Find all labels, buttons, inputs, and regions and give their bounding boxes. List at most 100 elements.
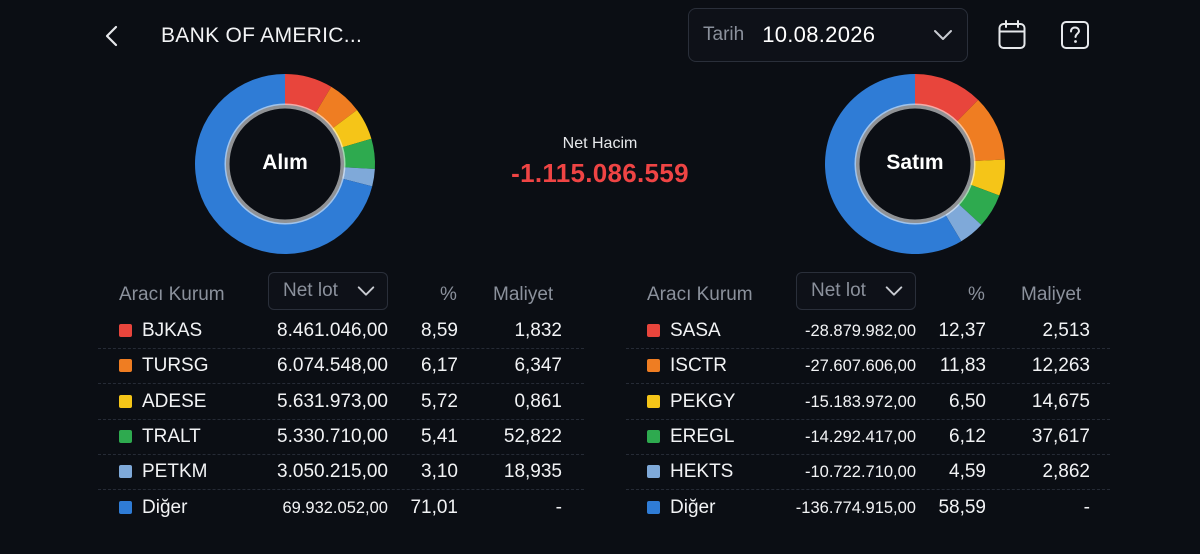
sell-cost-header: Maliyet xyxy=(1021,284,1082,305)
cost-value: 52,822 xyxy=(503,425,562,447)
broker-name: SASA xyxy=(670,320,721,341)
sell-pct-header: % xyxy=(968,284,985,305)
net-lot-value: 6.074.548,00 xyxy=(277,355,388,377)
broker-name: HEKTS xyxy=(670,461,734,483)
percent-value: 71,01 xyxy=(410,496,458,518)
buy-donut-slice xyxy=(315,86,358,129)
sell-donut-label: Satım xyxy=(886,151,944,174)
cost-value: - xyxy=(555,496,562,518)
chevron-down-icon xyxy=(885,286,903,296)
buy-donut-chart xyxy=(195,74,375,254)
buy-broker-row[interactable]: TURSG 6.074.548,00 6,17 6,347 xyxy=(98,349,584,385)
percent-value: 12,37 xyxy=(938,320,986,341)
net-lot-value: 5.631.973,00 xyxy=(277,390,388,412)
legend-swatch xyxy=(119,500,132,514)
help-button[interactable] xyxy=(1057,17,1093,53)
percent-value: 11,83 xyxy=(939,355,986,377)
net-lot-value: 3.050.215,00 xyxy=(277,461,388,483)
buy-donut-slice xyxy=(342,167,375,187)
help-icon xyxy=(1061,21,1089,49)
cost-value: 1,832 xyxy=(514,320,562,341)
net-lot-value: 5.330.710,00 xyxy=(277,425,388,447)
percent-value: 5,41 xyxy=(421,425,458,447)
percent-value: 6,12 xyxy=(949,425,986,447)
broker-name: Diğer xyxy=(142,496,188,518)
percent-value: 3,10 xyxy=(421,461,458,483)
buy-cost-header: Maliyet xyxy=(493,284,554,305)
back-button[interactable] xyxy=(96,20,128,52)
legend-swatch xyxy=(647,429,660,443)
sell-broker-row[interactable]: HEKTS -10.722.710,00 4,59 2,862 xyxy=(626,455,1110,491)
sell-sort-dropdown[interactable]: Net lot xyxy=(796,272,916,310)
buy-broker-row[interactable]: TRALT 5.330.710,00 5,41 52,822 xyxy=(98,420,584,455)
broker-name: EREGL xyxy=(670,425,735,447)
legend-swatch xyxy=(119,324,132,337)
buy-broker-row[interactable]: BJKAS 8.461.046,00 8,59 1,832 xyxy=(98,314,584,349)
broker-name: ADESE xyxy=(142,390,207,412)
sell-broker-row[interactable]: Diğer -136.774.915,00 58,59 - xyxy=(626,491,1110,526)
broker-name: PETKM xyxy=(142,461,208,483)
buy-donut-slice xyxy=(341,138,375,170)
broker-name: ISCTR xyxy=(670,355,727,377)
percent-value: 4,59 xyxy=(949,461,986,483)
cost-value: 37,617 xyxy=(1031,425,1090,447)
net-lot-value: 69.932.052,00 xyxy=(282,498,388,517)
calendar-icon xyxy=(998,20,1026,49)
buy-donut-slice xyxy=(195,74,373,254)
buy-donut-slice xyxy=(285,74,332,114)
calendar-button[interactable] xyxy=(994,17,1030,53)
date-value: 10.08.2026 xyxy=(762,22,876,47)
chevron-down-icon xyxy=(357,286,375,296)
legend-swatch xyxy=(647,394,660,408)
legend-swatch xyxy=(647,465,660,479)
cost-value: 2,862 xyxy=(1042,461,1090,483)
cost-value: - xyxy=(1083,496,1090,518)
legend-swatch xyxy=(119,429,132,443)
chevron-left-icon xyxy=(105,25,118,47)
date-label: Tarih xyxy=(703,24,745,45)
buy-broker-row[interactable]: PETKM 3.050.215,00 3,10 18,935 xyxy=(98,455,584,491)
percent-value: 8,59 xyxy=(421,320,458,341)
chevron-down-icon xyxy=(934,30,952,40)
sell-donut-slice xyxy=(956,99,1005,162)
buy-donut-hole xyxy=(230,109,340,219)
net-lot-value: 8.461.046,00 xyxy=(277,320,388,341)
sell-donut-slice xyxy=(945,203,982,242)
sell-broker-row[interactable]: SASA -28.879.982,00 12,37 2,513 xyxy=(626,314,1110,349)
broker-name: BJKAS xyxy=(142,320,203,341)
legend-swatch xyxy=(119,359,132,373)
broker-name: TRALT xyxy=(142,425,201,447)
percent-value: 6,17 xyxy=(421,355,458,377)
net-lot-value: -15.183.972,00 xyxy=(804,392,916,411)
net-lot-value: -14.292.417,00 xyxy=(804,427,916,446)
legend-swatch xyxy=(119,394,132,408)
date-picker[interactable]: Tarih 10.08.2026 xyxy=(688,8,968,62)
sell-broker-row[interactable]: ISCTR -27.607.606,00 11,83 12,263 xyxy=(626,349,1110,385)
buy-broker-row[interactable]: Diğer 69.932.052,00 71,01 - xyxy=(98,491,584,526)
page-title: BANK OF AMERIC... xyxy=(161,24,363,47)
broker-name: Diğer xyxy=(670,496,716,518)
legend-swatch xyxy=(647,359,660,373)
cost-value: 12,263 xyxy=(1031,355,1090,377)
buy-pct-header: % xyxy=(440,284,457,305)
cost-value: 18,935 xyxy=(503,461,562,483)
legend-swatch xyxy=(647,500,660,514)
buy-donut-label: Alım xyxy=(262,151,308,174)
percent-value: 58,59 xyxy=(938,496,986,518)
buy-broker-header: Aracı Kurum xyxy=(119,284,225,305)
legend-swatch xyxy=(647,324,660,337)
legend-swatch xyxy=(119,465,132,479)
buy-sort-dropdown[interactable]: Net lot xyxy=(268,272,388,310)
sell-donut-chart xyxy=(825,74,1005,254)
buy-broker-row[interactable]: ADESE 5.631.973,00 5,72 0,861 xyxy=(98,385,584,420)
net-volume-label: Net Hacim xyxy=(562,135,638,152)
sell-donut-slice xyxy=(825,74,962,254)
percent-value: 5,72 xyxy=(421,390,458,412)
sell-donut-inner-ring xyxy=(854,103,976,225)
broker-name: TURSG xyxy=(142,355,209,377)
sell-broker-row[interactable]: EREGL -14.292.417,00 6,12 37,617 xyxy=(626,420,1110,455)
cost-value: 0,861 xyxy=(514,390,562,412)
buy-sort-label: Net lot xyxy=(283,280,338,301)
sell-broker-row[interactable]: PEKGY -15.183.972,00 6,50 14,675 xyxy=(626,385,1110,420)
sell-donut-slice xyxy=(915,74,979,122)
